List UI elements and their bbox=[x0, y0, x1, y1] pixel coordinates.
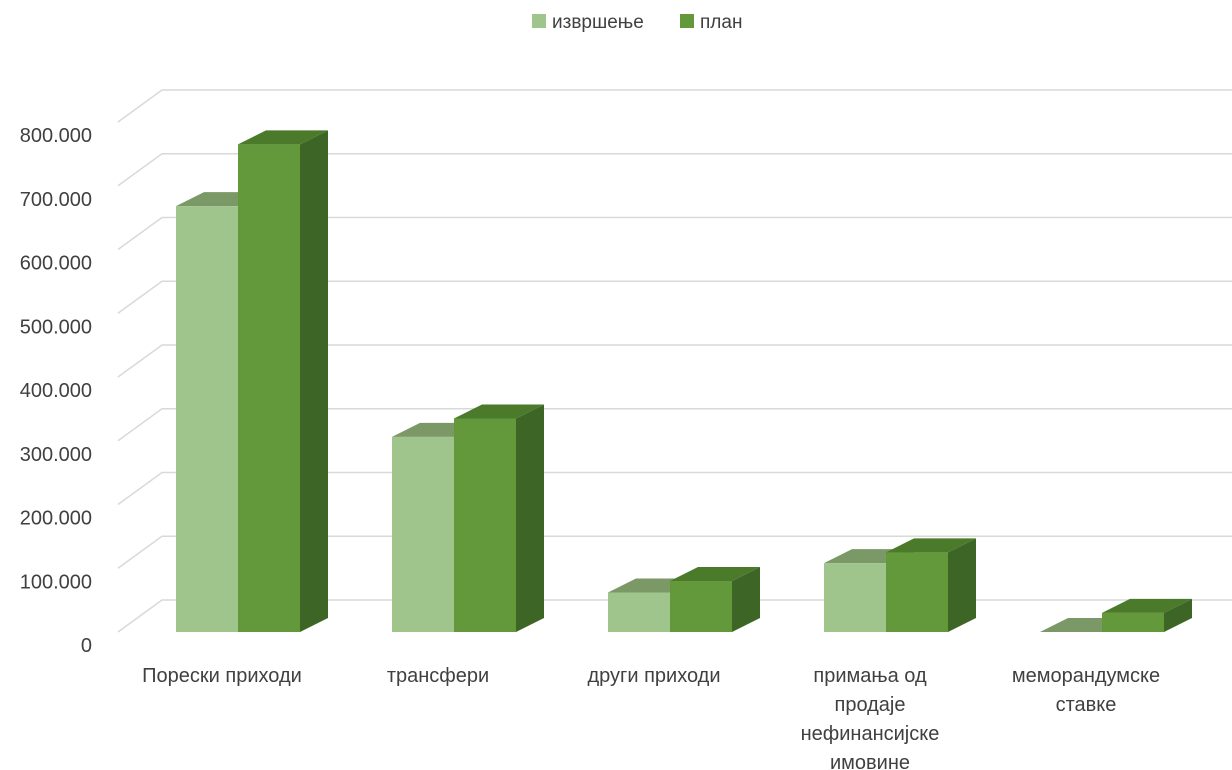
gridline bbox=[117, 89, 1232, 123]
y-tick-label: 200.000 bbox=[20, 508, 92, 530]
bar-side bbox=[732, 567, 760, 632]
bar-top bbox=[886, 538, 976, 553]
bar-front bbox=[1102, 612, 1164, 632]
x-category-label: трансфери bbox=[387, 665, 489, 687]
bar-front bbox=[238, 144, 300, 632]
gridline bbox=[117, 153, 1232, 187]
gridline bbox=[117, 471, 1232, 506]
gridline bbox=[117, 344, 1232, 378]
bar-top bbox=[454, 404, 544, 419]
bar bbox=[454, 404, 544, 632]
x-category-label-line: трансфери bbox=[387, 665, 489, 687]
x-category-label-line: продаје bbox=[835, 694, 906, 716]
x-category-label: меморандумске ставке bbox=[1012, 665, 1160, 716]
y-tick-label: 300.000 bbox=[20, 444, 92, 466]
y-tick-label: 0 bbox=[81, 635, 92, 657]
bars bbox=[176, 130, 1192, 632]
x-category-label-line: имовине bbox=[830, 752, 910, 770]
y-tick-label: 800.000 bbox=[20, 125, 92, 147]
bar-side bbox=[516, 404, 544, 632]
legend-item: извршење bbox=[532, 12, 644, 33]
bar-front bbox=[824, 563, 886, 632]
legend-swatch bbox=[680, 14, 694, 28]
bar bbox=[886, 538, 976, 632]
bar-front bbox=[608, 592, 670, 632]
x-category-label-line: Порески приходи bbox=[142, 665, 302, 687]
bar-top bbox=[670, 567, 760, 581]
x-category-label-line: нефинансијске bbox=[801, 723, 940, 745]
gridline bbox=[117, 216, 1232, 251]
x-category-label-line: меморандумске bbox=[1012, 665, 1160, 687]
y-axis-labels: 0 100.000 200.000 300.000 400.000 500.000 600.… bbox=[20, 125, 92, 657]
x-axis-labels: Порески приходи трансфери други приходи при… bbox=[142, 665, 1160, 770]
x-category-label-line: други приходи bbox=[587, 665, 720, 687]
x-category-label: други приходи bbox=[587, 665, 720, 687]
legend-label: план bbox=[700, 12, 742, 33]
y-tick-label: 600.000 bbox=[20, 253, 92, 275]
bar-top bbox=[238, 130, 328, 145]
gridline bbox=[117, 535, 1232, 569]
bar-front bbox=[670, 581, 732, 632]
x-category-label: примања од продаје нефинансијске имовине bbox=[801, 665, 940, 770]
x-category-label: Порески приходи bbox=[142, 665, 302, 687]
legend: извршење план bbox=[532, 12, 742, 33]
bar-side bbox=[1164, 598, 1192, 632]
y-tick-label: 700.000 bbox=[20, 189, 92, 211]
gridlines bbox=[117, 89, 1232, 633]
gridline bbox=[117, 408, 1232, 442]
gridline bbox=[117, 280, 1232, 314]
x-category-label-line: примања од bbox=[813, 665, 927, 687]
bar-front bbox=[454, 418, 516, 632]
bar bbox=[238, 130, 328, 632]
legend-item: план bbox=[680, 12, 742, 33]
bar-front bbox=[392, 436, 454, 632]
bar-side bbox=[948, 538, 976, 632]
x-category-label-line: ставке bbox=[1056, 694, 1117, 716]
y-tick-label: 100.000 bbox=[20, 571, 92, 593]
bar-front bbox=[886, 552, 948, 632]
bar-top bbox=[1102, 598, 1192, 613]
legend-swatch bbox=[532, 14, 546, 28]
y-tick-label: 400.000 bbox=[20, 380, 92, 402]
bar bbox=[1102, 598, 1192, 632]
bar-front bbox=[176, 206, 238, 632]
bar bbox=[670, 567, 760, 632]
legend-label: извршење bbox=[552, 12, 644, 33]
y-tick-label: 500.000 bbox=[20, 316, 92, 338]
bar-side bbox=[300, 130, 328, 632]
